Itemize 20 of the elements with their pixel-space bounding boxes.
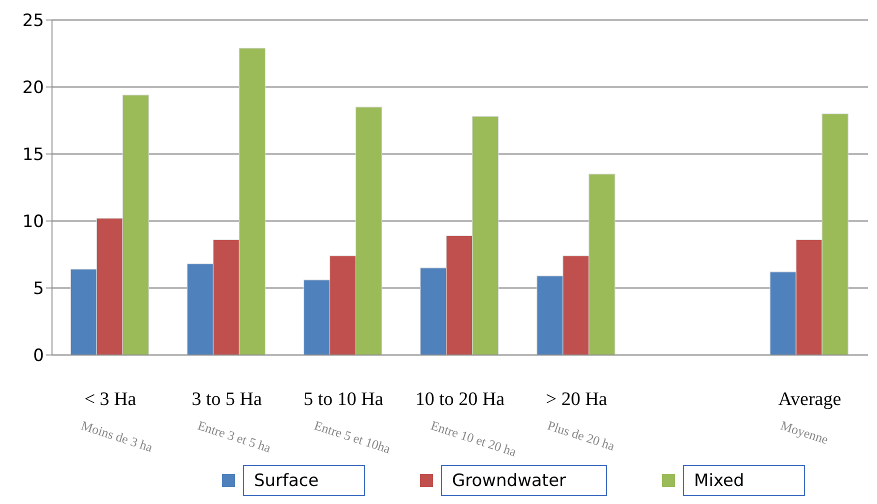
text: Moins de 3 ha — [79, 418, 155, 455]
legend-label: Surface — [242, 465, 365, 496]
text: Entre 3 et 5 ha — [196, 418, 273, 456]
legend-label: Growndwater — [440, 465, 608, 496]
x-tick-label: 3 to 5 Ha — [192, 389, 263, 410]
x-tick-label: < 3 Ha — [84, 389, 137, 410]
y-tick-label: 10 — [22, 212, 44, 232]
y-tick-label: 25 — [22, 11, 44, 32]
x-tick-label: 10 to 20 Ha — [415, 389, 506, 410]
text: Plus de 20 ha — [546, 418, 617, 454]
legend-label: Mixed — [683, 465, 806, 496]
y-tick-label: 20 — [22, 78, 44, 98]
text: Entre 5 et 10ha — [312, 418, 393, 456]
y-tick-label: 15 — [22, 145, 44, 166]
y-tick-label: 0 — [33, 346, 44, 366]
x-tick-label: Average — [778, 389, 842, 410]
text: Entre 10 et 20 ha — [429, 418, 518, 460]
y-tick-label: 5 — [33, 279, 44, 300]
x-tick-label: > 20 Ha — [546, 389, 608, 410]
x-tick-label: 5 to 10 Ha — [304, 389, 384, 410]
